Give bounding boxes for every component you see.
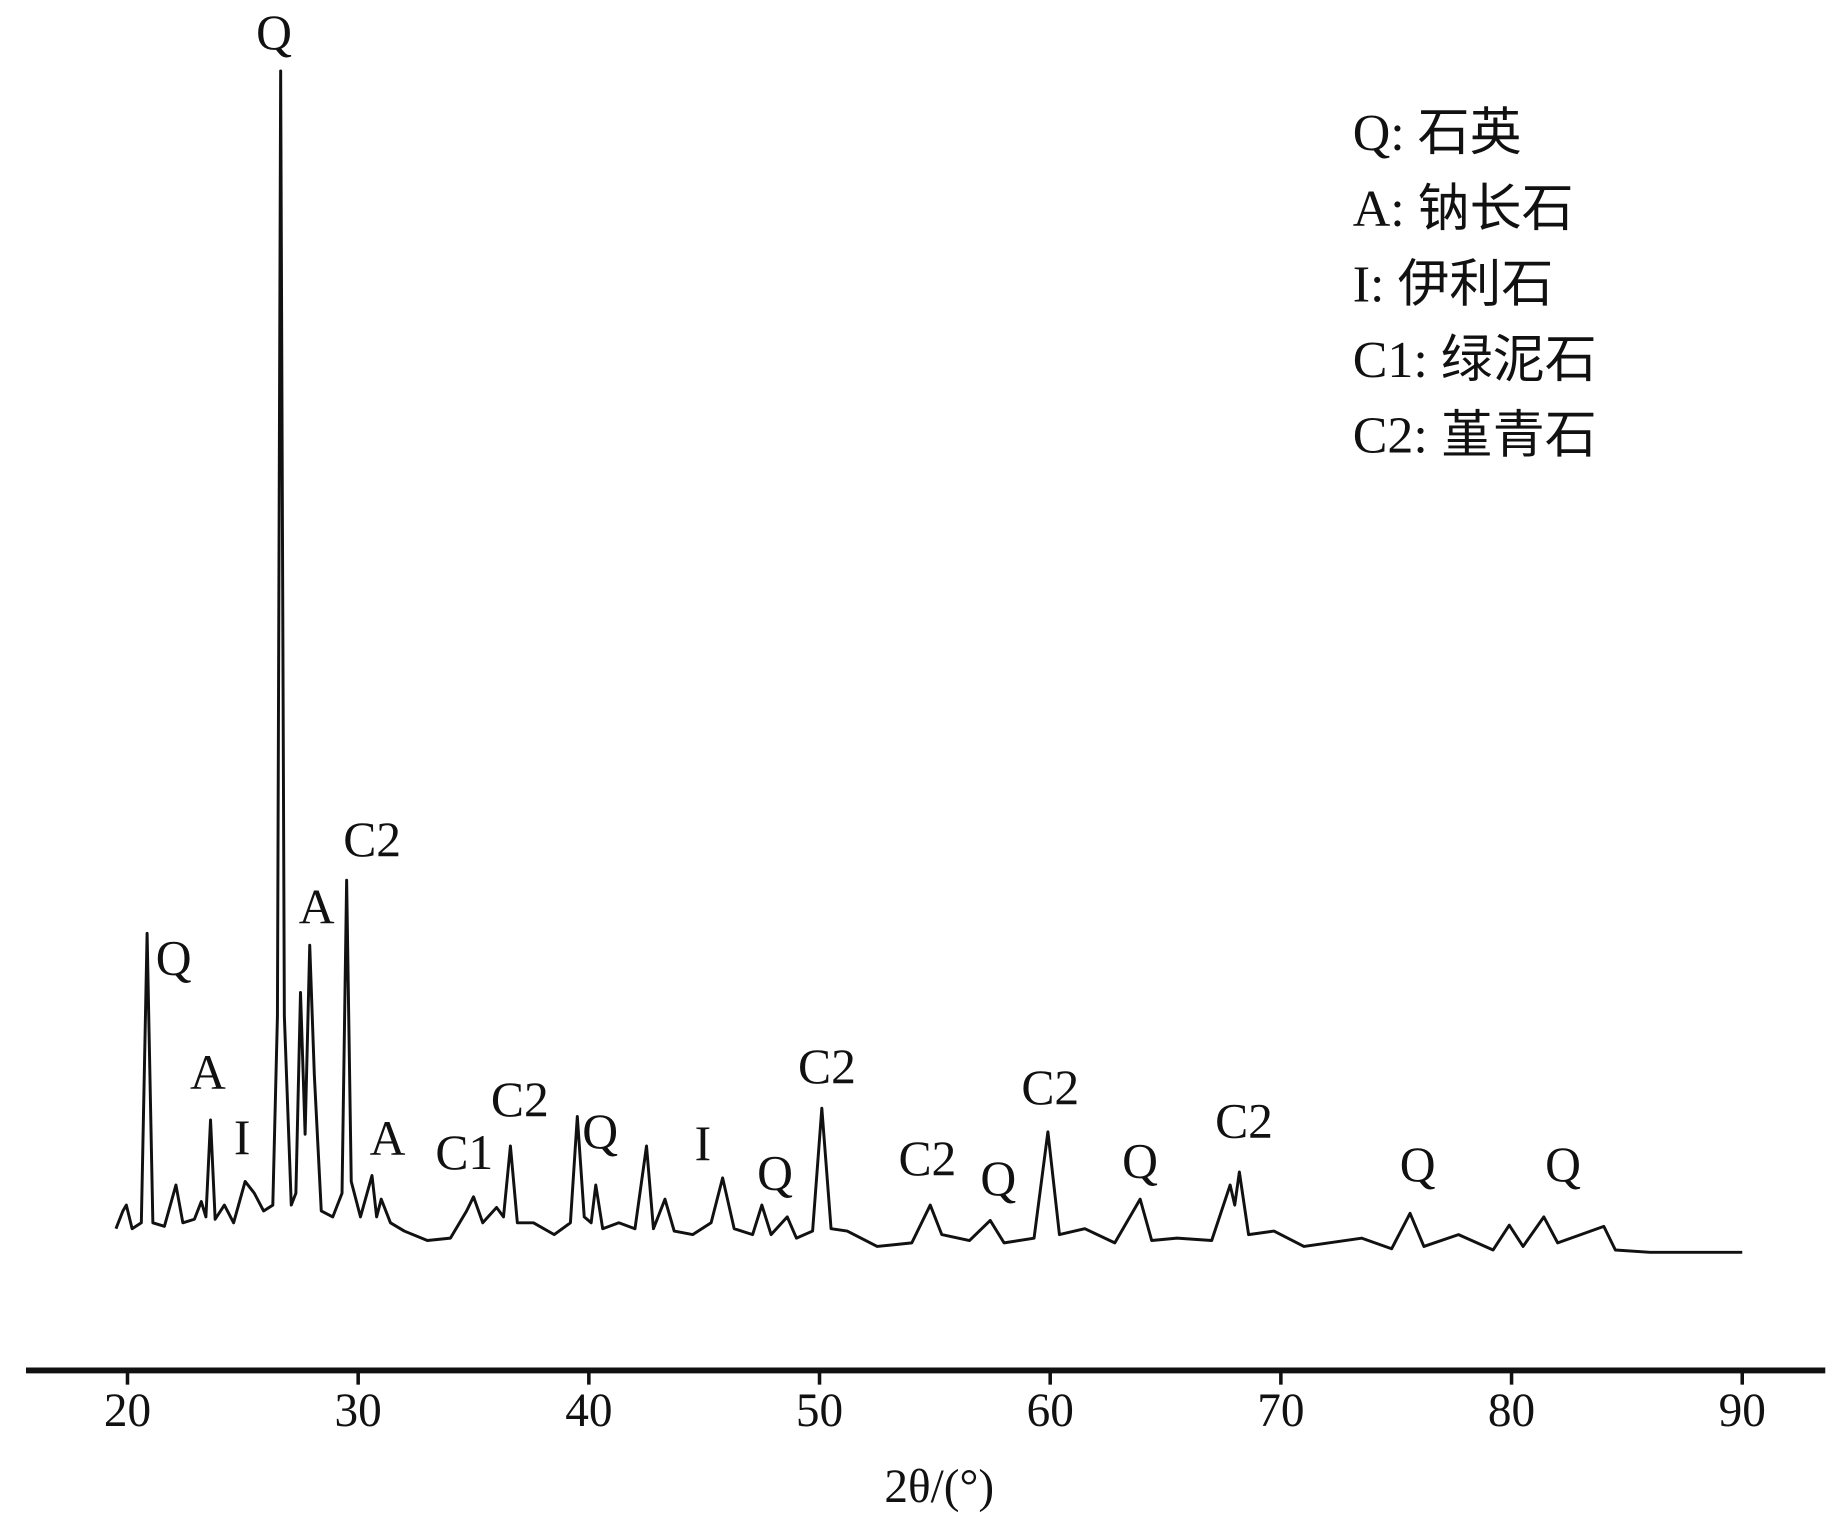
x-tick-label: 40 [565, 1385, 612, 1437]
peak-label: Q [1122, 1133, 1158, 1188]
peak-label: C2 [491, 1072, 549, 1127]
peak-label: A [190, 1045, 226, 1100]
peak-label: C2 [898, 1131, 956, 1186]
legend-entry: Q: 石英 [1353, 105, 1522, 162]
legend-entry: C1: 绿泥石 [1353, 332, 1597, 389]
peak-label: Q [1545, 1137, 1581, 1192]
x-tick-label: 50 [796, 1385, 843, 1437]
peak-label: Q [156, 930, 192, 985]
x-tick-label: 30 [335, 1385, 382, 1437]
peak-label: I [234, 1110, 251, 1165]
x-tick-label: 80 [1488, 1385, 1535, 1437]
xrd-pattern [114, 69, 1743, 1254]
x-tick-label: 70 [1257, 1385, 1304, 1437]
x-tick-label: 90 [1719, 1385, 1766, 1437]
peak-label: C2 [1021, 1060, 1079, 1115]
legend-entry: C2: 堇青石 [1353, 408, 1597, 465]
x-tick-label: 20 [104, 1385, 151, 1437]
x-tick-label: 60 [1027, 1385, 1074, 1437]
peak-label: Q [757, 1145, 793, 1200]
peak-label: Q [256, 5, 292, 60]
peak-label: C2 [798, 1039, 856, 1094]
peak-label: Q [1400, 1137, 1436, 1192]
peak-label: C2 [343, 812, 401, 867]
peak-label: Q [980, 1151, 1016, 1206]
peak-label: C2 [1215, 1093, 1273, 1148]
legend-entry: A: 钠长石 [1353, 181, 1574, 238]
legend-entry: I: 伊利石 [1353, 256, 1554, 313]
peak-label: A [370, 1111, 406, 1166]
peak-label: Q [582, 1104, 618, 1159]
peak-label: C1 [435, 1125, 493, 1180]
peak-label: I [695, 1116, 712, 1171]
x-axis-label: 2θ/(°) [884, 1461, 994, 1513]
peak-label: A [299, 879, 335, 934]
